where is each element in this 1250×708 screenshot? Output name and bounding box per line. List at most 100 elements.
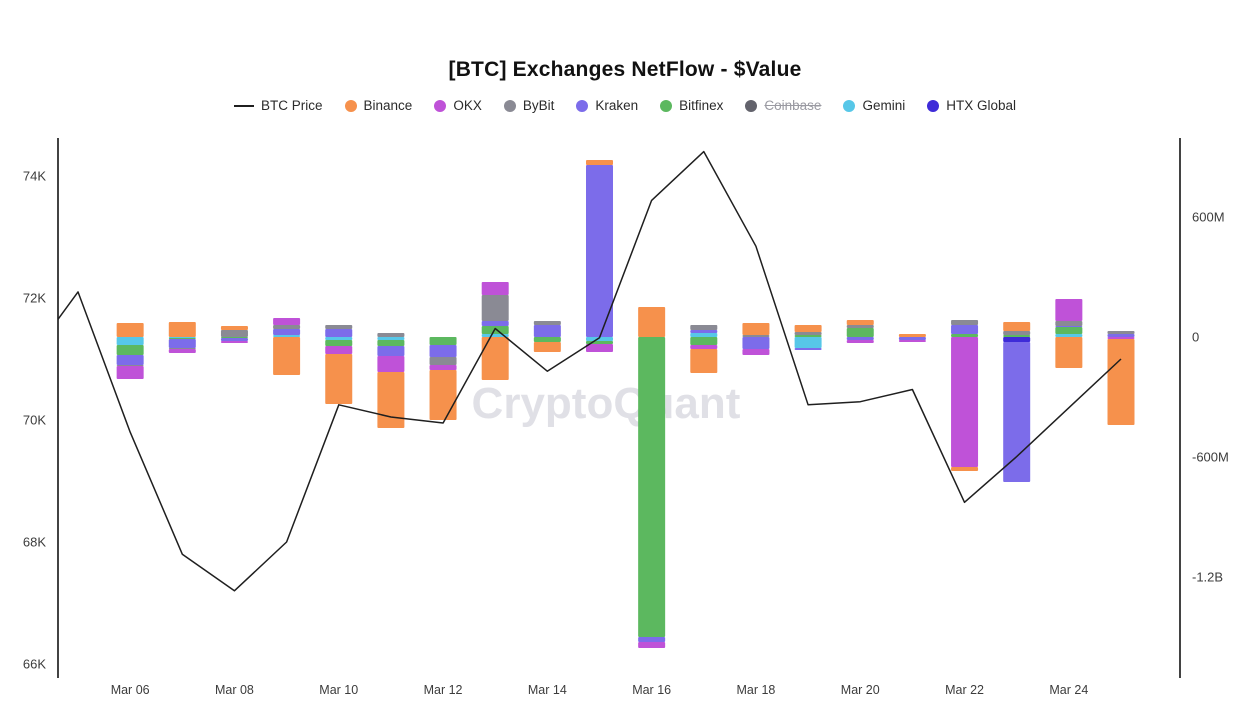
bar-segment-bybit[interactable] [951,320,979,325]
bar-segment-binance[interactable] [1107,339,1135,425]
bar-segment-binance[interactable] [377,372,405,428]
bar-segment-bitfinex[interactable] [846,328,874,337]
bar-segment-bybit[interactable] [168,348,196,349]
bar-segment-okx[interactable] [638,642,666,648]
bar-segment-binance[interactable] [116,323,144,337]
bar-segment-okx[interactable] [325,346,353,354]
bar-segment-bybit[interactable] [742,335,770,337]
bar-segment-bitfinex[interactable] [325,340,353,346]
bar-segment-bybit[interactable] [533,321,561,325]
legend-item-gemini[interactable]: Gemini [843,98,905,113]
legend-item-btc-price[interactable]: BTC Price [234,98,323,113]
bar-segment-binance[interactable] [951,467,979,471]
bar-segment-kraken[interactable] [742,337,770,349]
bar-segment-bitfinex[interactable] [951,334,979,337]
bar-segment-kraken[interactable] [690,330,718,333]
bar-segment-bybit[interactable] [273,325,301,329]
bar-segment-binance[interactable] [794,325,822,332]
bar-segment-kraken[interactable] [1003,342,1031,482]
bar-segment-bybit[interactable] [1055,321,1083,326]
bar-segment-kraken[interactable] [220,338,248,341]
bar-segment-okx[interactable] [1055,299,1083,321]
bar-segment-binance[interactable] [168,322,196,337]
bar-segment-okx[interactable] [429,365,457,370]
bar-segment-htx-global[interactable] [1003,337,1031,342]
bar-segment-kraken[interactable] [638,637,666,642]
bar-segment-binance[interactable] [586,160,613,165]
legend-item-bybit[interactable]: ByBit [503,98,554,113]
bar-segment-bybit[interactable] [794,332,822,335]
legend-item-htx-global[interactable]: HTX Global [927,98,1016,113]
bar-segment-okx[interactable] [846,340,874,343]
bar-segment-binance[interactable] [898,334,926,337]
bar-segment-bybit[interactable] [1003,331,1031,335]
bar-segment-binance[interactable] [220,326,248,330]
bar-segment-binance[interactable] [429,370,457,420]
bar-segment-bitfinex[interactable] [116,345,144,355]
bar-segment-bitfinex[interactable] [794,335,822,337]
bar-segment-bybit[interactable] [220,330,248,337]
legend-item-okx[interactable]: OKX [434,98,482,113]
bar-segment-bitfinex[interactable] [168,338,196,339]
bar-segment-gemini[interactable] [273,335,301,337]
bar-segment-okx[interactable] [481,282,509,295]
bar-segment-kraken[interactable] [951,325,979,334]
bar-segment-binance[interactable] [481,337,509,380]
bar-segment-gemini[interactable] [325,337,353,340]
bar-segment-okx[interactable] [951,337,979,467]
bar-segment-okx[interactable] [898,340,926,342]
bar-segment-bybit[interactable] [481,295,509,321]
bar-segment-okx[interactable] [168,349,196,353]
bar-segment-okx[interactable] [273,318,301,325]
bar-segment-binance[interactable] [690,349,718,373]
legend-item-coinbase[interactable]: Coinbase [745,98,821,113]
bar-segment-okx[interactable] [742,349,770,355]
bar-segment-kraken[interactable] [533,325,561,337]
bar-segment-binance[interactable] [273,337,301,375]
bar-segment-bitfinex[interactable] [220,337,248,338]
bar-segment-kraken[interactable] [168,339,196,348]
bar-segment-binance[interactable] [846,320,874,325]
bar-segment-kraken[interactable] [898,337,926,340]
bar-segment-gemini[interactable] [377,337,405,340]
bar-segment-kraken[interactable] [429,345,457,357]
bar-segment-binance[interactable] [638,307,666,337]
bar-segment-gemini[interactable] [116,337,144,345]
bar-segment-bybit[interactable] [846,325,874,328]
bar-segment-bitfinex[interactable] [690,337,718,345]
bar-segment-gemini[interactable] [690,333,718,337]
bar-segment-bitfinex[interactable] [429,337,457,345]
bar-segment-bybit[interactable] [377,333,405,337]
bar-segment-okx[interactable] [116,366,144,379]
bar-segment-bybit[interactable] [1107,331,1135,334]
btc-price-line[interactable] [57,150,1122,592]
bar-segment-okx[interactable] [377,356,405,372]
bar-segment-kraken[interactable] [846,337,874,340]
bar-segment-bitfinex[interactable] [1003,335,1031,337]
bar-segment-kraken[interactable] [116,355,144,365]
bar-segment-bitfinex[interactable] [1055,327,1083,334]
bar-segment-bitfinex[interactable] [377,340,405,346]
bar-segment-binance[interactable] [1055,337,1083,368]
bar-segment-kraken[interactable] [586,165,613,337]
bar-segment-kraken[interactable] [1107,334,1135,337]
bar-segment-gemini[interactable] [586,337,613,341]
bar-segment-binance[interactable] [533,342,561,352]
bar-segment-gemini[interactable] [794,337,822,348]
bar-segment-bitfinex[interactable] [533,337,561,342]
bar-segment-binance[interactable] [325,354,353,404]
bar-segment-kraken[interactable] [794,348,822,350]
bar-segment-kraken[interactable] [377,346,405,356]
bar-segment-bybit[interactable] [116,365,144,366]
bar-segment-bybit[interactable] [325,325,353,329]
legend-item-kraken[interactable]: Kraken [576,98,638,113]
bar-segment-bybit[interactable] [690,325,718,330]
bar-segment-kraken[interactable] [325,329,353,337]
legend-item-binance[interactable]: Binance [344,98,412,113]
bar-segment-kraken[interactable] [481,321,509,326]
bar-segment-gemini[interactable] [1055,334,1083,337]
bar-segment-gemini[interactable] [168,337,196,338]
bar-segment-bybit[interactable] [429,357,457,365]
